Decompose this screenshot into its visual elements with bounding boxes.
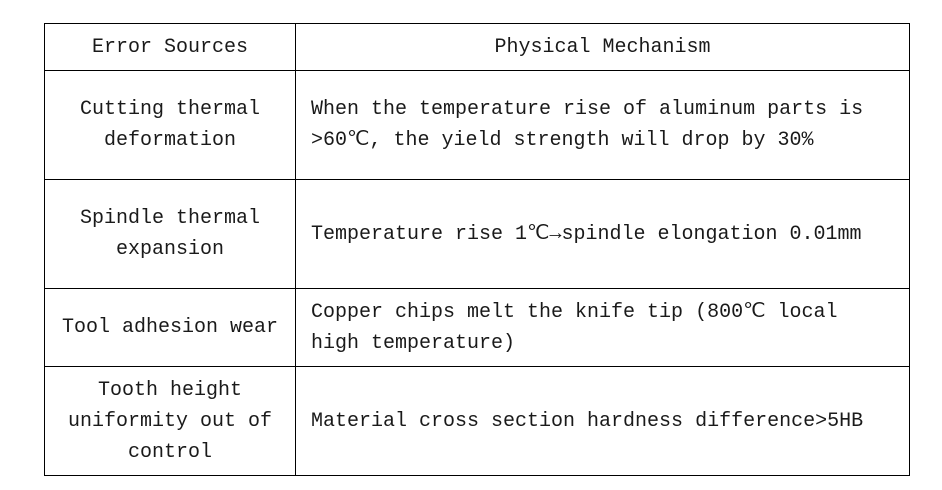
error-source-cell: Cutting thermal deformation [44, 70, 296, 180]
table-row: Tool adhesion wear Copper chips melt the… [44, 288, 910, 367]
mechanism-cell: When the temperature rise of aluminum pa… [295, 70, 910, 180]
mechanism-cell: Material cross section hardness differen… [295, 366, 910, 476]
table-row: Tooth height uniformity out of control M… [44, 366, 910, 476]
error-source-cell: Tool adhesion wear [44, 288, 296, 367]
error-source-cell: Spindle thermal expansion [44, 179, 296, 289]
mechanism-cell: Temperature rise 1℃→spindle elongation 0… [295, 179, 910, 289]
error-source-cell: Tooth height uniformity out of control [44, 366, 296, 476]
header-physical-mechanism: Physical Mechanism [295, 23, 910, 71]
header-error-sources: Error Sources [44, 23, 296, 71]
table-row: Cutting thermal deformation When the tem… [44, 70, 910, 180]
mechanism-cell: Copper chips melt the knife tip (800℃ lo… [295, 288, 910, 367]
error-sources-table: Error Sources Physical Mechanism Cutting… [44, 23, 910, 476]
header-row: Error Sources Physical Mechanism [44, 23, 910, 71]
table-row: Spindle thermal expansion Temperature ri… [44, 179, 910, 289]
